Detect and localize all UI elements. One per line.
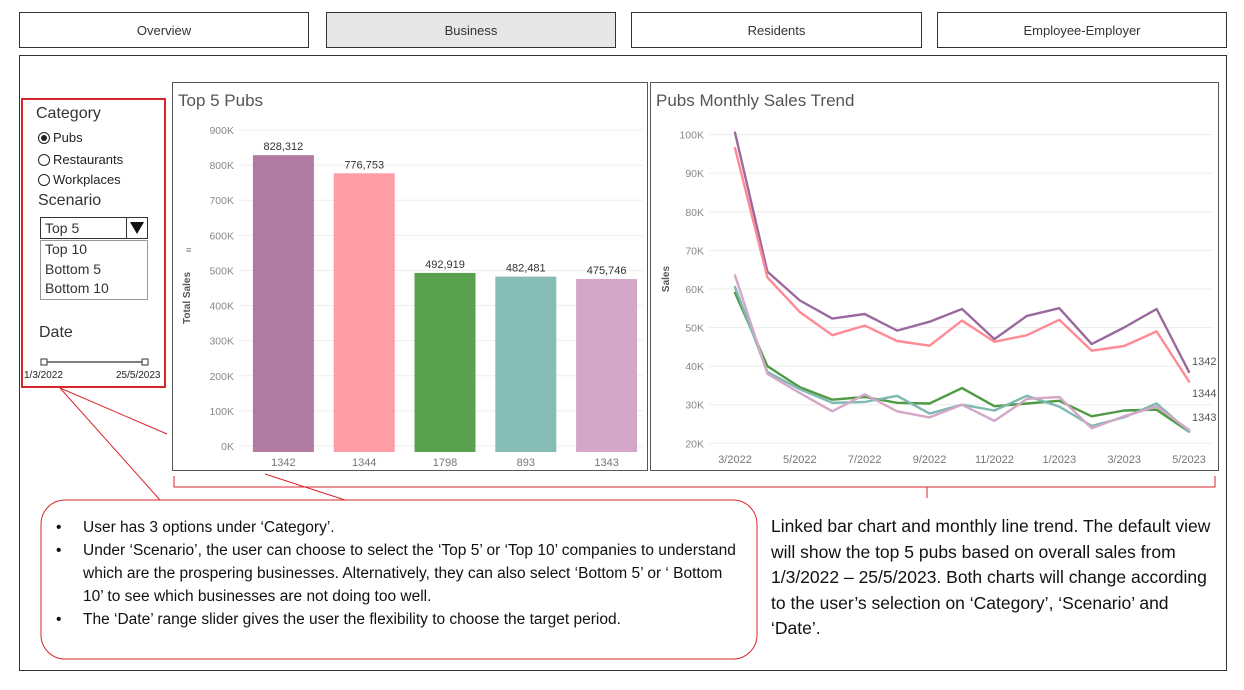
bar-chart-title: Top 5 Pubs bbox=[178, 91, 264, 110]
bar-data-label: 828,312 bbox=[264, 141, 304, 153]
tab-overview[interactable]: Overview bbox=[19, 12, 309, 48]
sort-icon: ≡ bbox=[186, 245, 191, 255]
callout-bullet: User has 3 options under ‘Category’. bbox=[53, 516, 743, 539]
line-chart-title: Pubs Monthly Sales Trend bbox=[656, 91, 855, 110]
x-tick-label: 3/2022 bbox=[718, 454, 752, 466]
radio-label: Workplaces bbox=[53, 172, 121, 187]
slider-start-handle bbox=[40, 358, 48, 366]
x-tick-label: 5/2022 bbox=[783, 454, 817, 466]
x-tick-label: 1342 bbox=[271, 457, 295, 469]
line-chart: 20K 30K 40K 50K 60K 70K 80K 90K 100K Sales 3/2022 5… bbox=[661, 130, 1216, 466]
series-end-label: 1342 bbox=[1192, 356, 1216, 368]
chart-description: Linked bar chart and monthly line trend.… bbox=[771, 516, 1211, 638]
scenario-selected-value: Top 5 bbox=[45, 220, 80, 236]
series-end-label: 1344 bbox=[1192, 388, 1216, 400]
dropdown-arrow-icon[interactable] bbox=[126, 218, 147, 238]
bar-1798 bbox=[414, 272, 476, 452]
y-tick-label: 300K bbox=[209, 336, 234, 348]
filter-panel: Category Pubs Restaurants Workplaces Sce… bbox=[21, 98, 166, 388]
x-tick-label: 7/2022 bbox=[848, 454, 882, 466]
scenario-option[interactable]: Top 10 bbox=[45, 241, 88, 257]
scenario-option[interactable]: Bottom 10 bbox=[45, 280, 109, 296]
x-tick-label: 1/2023 bbox=[1042, 454, 1076, 466]
y-tick-label: 60K bbox=[685, 284, 704, 296]
y-tick-label: 600K bbox=[209, 230, 234, 242]
x-tick-label: 1344 bbox=[352, 457, 376, 469]
y-tick-label: 20K bbox=[685, 438, 704, 450]
series-line-1798 bbox=[733, 291, 1191, 433]
x-tick-label: 11/2022 bbox=[975, 454, 1014, 466]
y-axis-label: Total Sales bbox=[182, 272, 193, 324]
radio-selected-icon bbox=[38, 131, 50, 144]
x-tick-label: 1798 bbox=[433, 457, 457, 469]
tab-business[interactable]: Business bbox=[326, 12, 616, 48]
bar-893 bbox=[495, 276, 557, 452]
callout-bullet: The ‘Date’ range slider gives the user t… bbox=[53, 608, 743, 631]
y-axis-label: Sales bbox=[661, 265, 672, 292]
x-tick-label: 893 bbox=[517, 457, 535, 469]
y-tick-label: 0K bbox=[221, 441, 234, 453]
bar-data-label: 492,919 bbox=[425, 259, 465, 271]
series-line-1344 bbox=[733, 146, 1191, 383]
y-tick-label: 400K bbox=[209, 301, 234, 313]
date-end-label: 25/5/2023 bbox=[116, 370, 161, 381]
bar-chart-panel: Top 5 Pubs 0K 100K 200K 300K 400K 500K 600K 700… bbox=[172, 82, 648, 471]
date-range-slider[interactable] bbox=[37, 356, 167, 368]
y-tick-label: 100K bbox=[679, 130, 704, 142]
bar-data-label: 475,746 bbox=[587, 265, 627, 277]
line-chart-panel: Pubs Monthly Sales Trend 20K 30K 40K 50K 60K… bbox=[650, 82, 1219, 471]
tab-employee-employer[interactable]: Employee-Employer bbox=[937, 12, 1227, 48]
y-tick-label: 90K bbox=[685, 168, 704, 180]
callout-bullet: Under ‘Scenario’, the user can choose to… bbox=[53, 539, 743, 608]
y-tick-label: 70K bbox=[685, 245, 704, 257]
y-tick-label: 700K bbox=[209, 195, 234, 207]
bar-data-label: 776,753 bbox=[344, 159, 384, 171]
tab-residents[interactable]: Residents bbox=[631, 12, 922, 48]
y-tick-label: 100K bbox=[209, 406, 234, 418]
y-tick-label: 50K bbox=[685, 323, 704, 335]
series-line-1342 bbox=[733, 131, 1191, 374]
category-title: Category bbox=[36, 105, 101, 122]
bar-data-label: 482,481 bbox=[506, 263, 546, 275]
date-start-label: 1/3/2022 bbox=[24, 370, 63, 381]
scenario-select[interactable]: Top 5 bbox=[40, 217, 148, 239]
callout-notes: User has 3 options under ‘Category’. Und… bbox=[53, 516, 743, 631]
x-tick-label: 9/2022 bbox=[913, 454, 947, 466]
dashboard-frame bbox=[19, 55, 1227, 671]
y-tick-label: 900K bbox=[209, 125, 234, 137]
radio-pubs[interactable]: Pubs bbox=[38, 130, 83, 145]
y-tick-label: 800K bbox=[209, 160, 234, 172]
bar-chart: 0K 100K 200K 300K 400K 500K 600K 700K 800K 900K To… bbox=[182, 125, 643, 469]
scenario-title: Scenario bbox=[38, 192, 102, 209]
radio-workplaces[interactable]: Workplaces bbox=[38, 172, 121, 187]
x-tick-label: 5/2023 bbox=[1172, 454, 1206, 466]
x-tick-label: 3/2023 bbox=[1107, 454, 1141, 466]
date-title: Date bbox=[39, 324, 73, 341]
radio-label: Restaurants bbox=[53, 152, 124, 167]
series-line-1343 bbox=[733, 274, 1191, 431]
radio-label: Pubs bbox=[53, 130, 83, 145]
radio-unselected-icon bbox=[38, 173, 50, 186]
scenario-options-list: Top 10 Bottom 5 Bottom 10 bbox=[40, 240, 148, 300]
y-tick-label: 80K bbox=[685, 207, 704, 219]
x-tick-label: 1343 bbox=[594, 457, 618, 469]
radio-restaurants[interactable]: Restaurants bbox=[38, 152, 123, 167]
y-tick-label: 30K bbox=[685, 400, 704, 412]
radio-unselected-icon bbox=[38, 153, 50, 166]
scenario-option[interactable]: Bottom 5 bbox=[45, 260, 102, 277]
y-tick-label: 500K bbox=[209, 265, 234, 277]
bar-1344 bbox=[333, 173, 395, 453]
series-end-label: 1343 bbox=[1192, 412, 1216, 424]
slider-end-handle bbox=[141, 358, 149, 366]
y-tick-label: 40K bbox=[685, 361, 704, 373]
bar-1342 bbox=[252, 155, 314, 452]
y-tick-label: 200K bbox=[209, 371, 234, 383]
bar-1343 bbox=[576, 278, 638, 452]
